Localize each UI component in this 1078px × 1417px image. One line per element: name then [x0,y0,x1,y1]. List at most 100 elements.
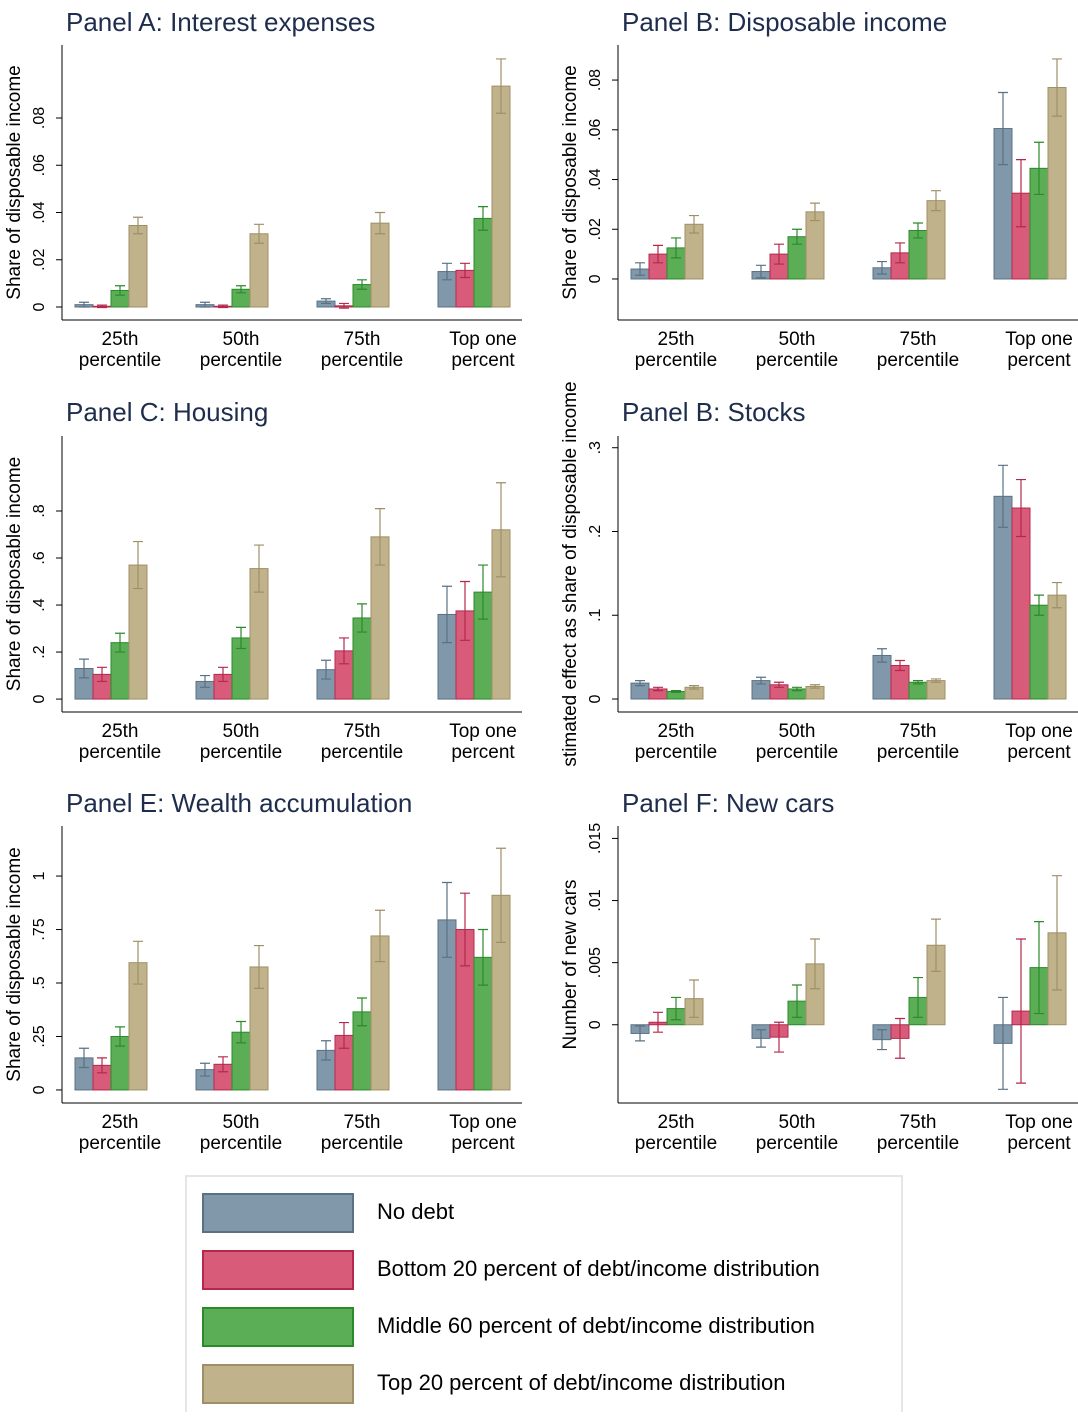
error-bar [321,659,331,680]
x-tick-label: percentile [635,1133,717,1154]
x-tick-label: percentile [79,742,161,763]
y-tick-label: .02 [31,249,48,271]
y-tick-label: .2 [587,525,604,538]
y-tick-label: .2 [31,645,48,658]
x-tick-label: 75th [900,329,937,350]
x-tick-label: Top one [449,721,517,742]
error-bar [218,1056,228,1073]
error-bar [1052,58,1062,117]
x-tick-label: percent [1007,1133,1071,1154]
x-tick-label: percentile [877,1133,959,1154]
error-bar [877,648,887,663]
error-bar [756,1029,766,1048]
y-tick-label: .8 [31,504,48,517]
x-tick-label: percentile [756,350,838,371]
y-tick-label: .06 [31,154,48,176]
error-bar [97,304,107,309]
y-tick-label: .1 [587,608,604,621]
error-bar [653,244,663,264]
x-tick-label: percentile [200,742,282,763]
legend-swatch [202,1250,354,1290]
error-bar [236,1020,246,1044]
error-bar [218,666,228,683]
error-bar [671,237,681,259]
x-tick-label: 50th [779,329,816,350]
x-tick-label: percentile [200,1133,282,1154]
error-bar [254,544,264,593]
error-bar [236,285,246,294]
error-bar [810,938,820,990]
error-bar [442,881,452,958]
x-tick-label: percent [1007,742,1071,763]
error-bar [254,223,264,244]
x-tick-label: 25th [658,721,695,742]
error-bar [357,279,367,290]
panel-title: Panel E: Wealth accumulation [66,788,412,818]
error-bar [1052,581,1062,609]
x-tick-label: Top one [1005,721,1073,742]
y-tick-label: .3 [587,441,604,454]
error-bar [913,222,923,239]
bar [1047,594,1067,700]
bar [249,233,269,308]
bar [370,222,390,308]
x-tick-label: percent [451,350,515,371]
error-bar [931,918,941,972]
error-bar [200,674,210,688]
error-bar [200,1062,210,1077]
y-axis-title: Share of disposable income [4,457,25,691]
x-tick-label: 50th [223,721,260,742]
y-tick-label: 0 [587,1020,604,1029]
error-bar [931,678,941,683]
y-tick-label: 0 [587,694,604,703]
error-bar [1034,594,1044,616]
panel-title: Panel C: Housing [66,397,268,427]
error-bar [1052,875,1062,991]
y-tick-label: .04 [31,201,48,223]
error-bar [79,301,89,308]
y-tick-label: .015 [587,823,604,854]
y-axis-title: Share of disposable income [4,847,25,1081]
bar [908,681,928,700]
x-tick-label: percentile [877,350,959,371]
error-bar [689,685,699,690]
x-tick-label: 75th [344,1112,381,1133]
x-tick-label: Top one [449,1112,517,1133]
x-tick-label: 75th [900,721,937,742]
y-tick-label: .4 [31,598,48,611]
y-tick-label: .06 [587,119,604,141]
error-bar [496,58,506,114]
error-bar [810,202,820,222]
legend-label: Bottom 20 percent of debt/income distrib… [377,1256,820,1281]
error-bar [913,976,923,1018]
error-bar [792,228,802,245]
error-bar [375,508,385,566]
error-bar [689,979,699,1018]
error-bar [635,262,645,276]
error-bar [133,216,143,235]
y-tick-label: .5 [31,976,48,989]
x-tick-label: 75th [344,329,381,350]
x-tick-label: 50th [779,721,816,742]
x-tick-label: 25th [102,329,139,350]
error-bar [79,1047,89,1069]
error-bar [218,304,228,309]
x-tick-label: percent [451,1133,515,1154]
panel-title: Panel B: Stocks [622,397,806,427]
x-tick-label: percentile [79,350,161,371]
bar [805,211,825,280]
error-bar [478,205,488,231]
x-tick-label: percentile [635,742,717,763]
error-bar [877,1029,887,1051]
y-tick-label: .005 [587,947,604,978]
error-bar [460,580,470,641]
x-tick-label: 75th [900,1112,937,1133]
bar [491,85,511,308]
x-tick-label: Top one [1005,1112,1073,1133]
error-bar [1016,938,1026,1084]
error-bar [895,659,905,672]
error-bar [442,585,452,644]
error-bar [671,690,681,693]
error-bar [792,984,802,1018]
